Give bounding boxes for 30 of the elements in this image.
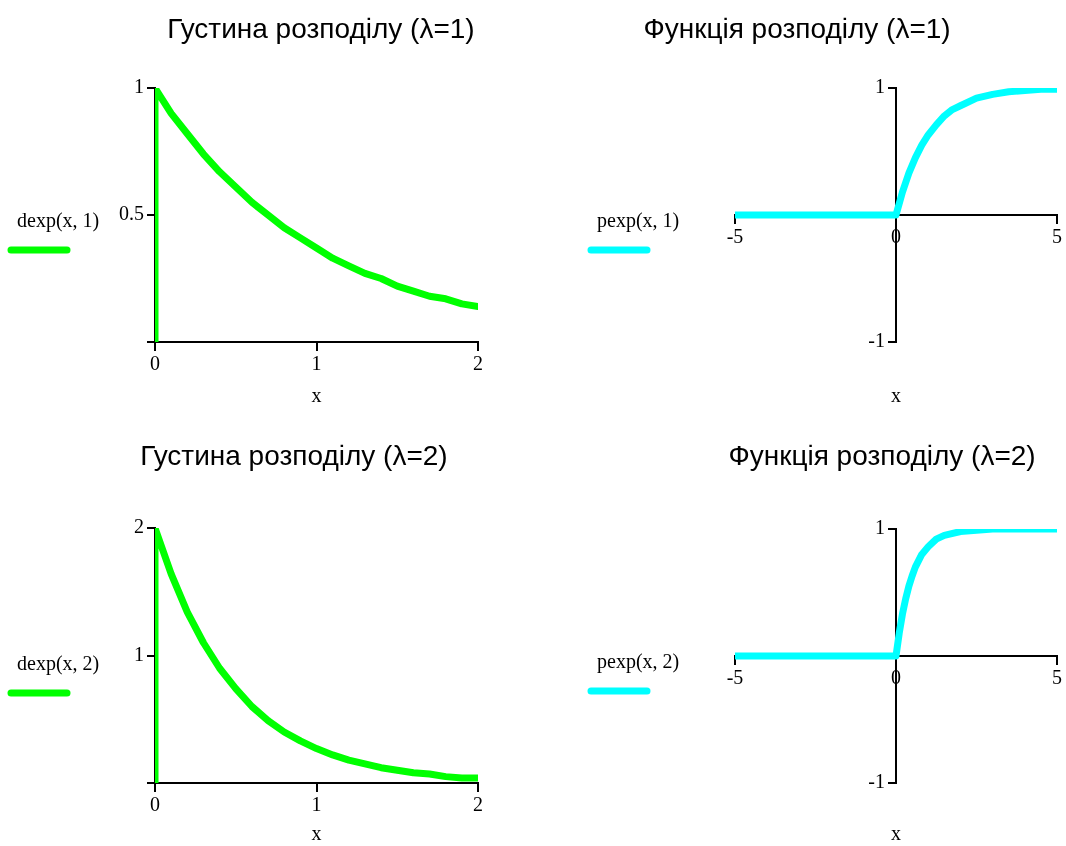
y-tick-label: 1 <box>134 75 144 98</box>
y-tick-label: 2 <box>134 515 144 538</box>
x-tick-label: 5 <box>1052 666 1062 689</box>
y-tick-label: 1 <box>134 642 144 665</box>
chart-title: Густина розподілу (λ=1) <box>167 12 475 44</box>
x-tick-label: 1 <box>311 793 322 816</box>
y-tick-label: -1 <box>868 770 885 793</box>
text: dexp(x, 1) <box>17 209 100 233</box>
x-tick-label: 5 <box>1052 225 1062 248</box>
x-tick-label: -5 <box>726 225 744 248</box>
text: dexp(x, 2) <box>17 652 100 676</box>
x-axis-title: x <box>311 384 322 407</box>
y-tick-label: 0.5 <box>119 202 144 225</box>
x-axis-title: x <box>891 384 901 407</box>
y-tick-label: 1 <box>875 516 885 539</box>
x-tick-label: 0 <box>150 352 160 375</box>
chart-title: Густина розподілу (λ=2) <box>140 439 448 471</box>
x-tick-label: 2 <box>473 793 483 816</box>
x-tick-label: 0 <box>150 793 160 816</box>
text: pexp(x, 2) <box>597 650 680 674</box>
y-tick-label: 1 <box>875 75 885 98</box>
y-tick-label: -1 <box>868 329 885 352</box>
x-tick-label: 2 <box>473 352 483 375</box>
x-axis-title: x <box>891 822 901 845</box>
chart-title: Функція розподілу (λ=1) <box>643 12 951 44</box>
chart-title: Функція розподілу (λ=2) <box>728 439 1036 471</box>
x-axis-title: x <box>311 822 322 845</box>
x-tick-label: -5 <box>726 666 744 689</box>
text: pexp(x, 1) <box>597 209 680 233</box>
x-tick-label: 1 <box>311 352 322 375</box>
